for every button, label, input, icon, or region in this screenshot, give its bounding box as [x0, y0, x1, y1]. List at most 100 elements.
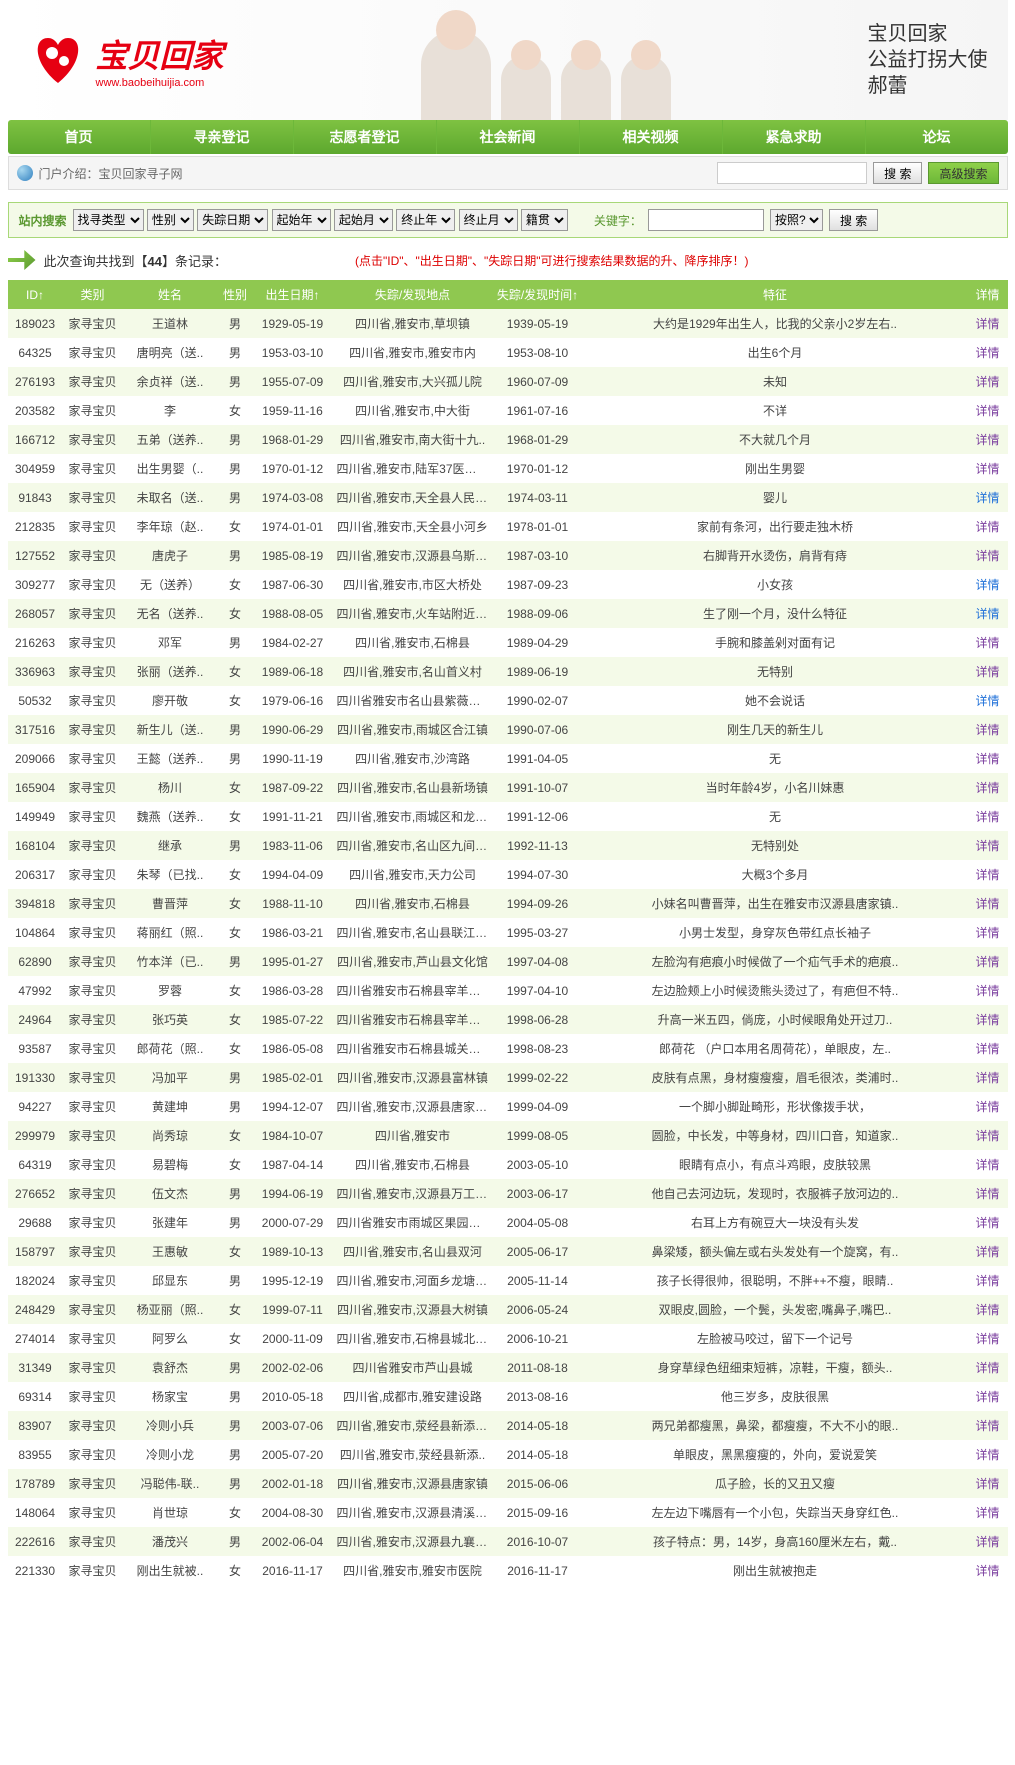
detail-link[interactable]: 详情: [975, 1564, 999, 1578]
detail-link[interactable]: 详情: [975, 578, 999, 592]
table-cell: 家寻宝贝: [63, 1150, 123, 1179]
detail-link[interactable]: 详情: [975, 462, 999, 476]
table-cell: 189023: [8, 309, 63, 338]
table-cell: 91843: [8, 483, 63, 512]
detail-link[interactable]: 详情: [975, 868, 999, 882]
detail-link[interactable]: 详情: [975, 1332, 999, 1346]
filter-select[interactable]: 终止月: [459, 209, 518, 231]
nav-item[interactable]: 相关视频: [580, 120, 723, 154]
detail-link[interactable]: 详情: [975, 1100, 999, 1114]
detail-link[interactable]: 详情: [975, 346, 999, 360]
filter-search-button[interactable]: 搜 索: [829, 209, 878, 231]
table-cell: 24964: [8, 1005, 63, 1034]
detail-link[interactable]: 详情: [975, 665, 999, 679]
detail-link[interactable]: 详情: [975, 1187, 999, 1201]
table-cell: 升高一米五四，倘庞，小时候眼角处开过刀..: [583, 1005, 968, 1034]
detail-link[interactable]: 详情: [975, 1274, 999, 1288]
nav-item[interactable]: 社会新闻: [437, 120, 580, 154]
table-cell: 1990-06-29: [253, 715, 333, 744]
detail-link[interactable]: 详情: [975, 1303, 999, 1317]
table-cell: 女: [218, 1237, 253, 1266]
detail-link[interactable]: 详情: [975, 549, 999, 563]
table-cell: 1990-02-07: [493, 686, 583, 715]
detail-link[interactable]: 详情: [975, 897, 999, 911]
table-row: 274014家寻宝贝阿罗么女2000-11-09四川省,雅安市,石棉县城北中..…: [8, 1324, 1008, 1353]
top-search-input[interactable]: [717, 162, 867, 184]
detail-link[interactable]: 详情: [975, 984, 999, 998]
column-header[interactable]: 失踪/发现时间↑: [493, 280, 583, 309]
table-cell: 四川省,雅安市,汉源县唐家镇: [333, 1469, 493, 1498]
detail-link[interactable]: 详情: [975, 1535, 999, 1549]
filter-select[interactable]: 失踪日期: [197, 209, 268, 231]
table-row: 268057家寻宝贝无名（送养..女1988-08-05四川省,雅安市,火车站附…: [8, 599, 1008, 628]
detail-link[interactable]: 详情: [975, 694, 999, 708]
detail-link[interactable]: 详情: [975, 781, 999, 795]
detail-link[interactable]: 详情: [975, 955, 999, 969]
table-cell: 1968-01-29: [493, 425, 583, 454]
detail-link[interactable]: 详情: [975, 1158, 999, 1172]
table-cell: 2002-02-06: [253, 1353, 333, 1382]
detail-link[interactable]: 详情: [975, 926, 999, 940]
sort-select[interactable]: 按照?: [770, 209, 823, 231]
table-cell: 148064: [8, 1498, 63, 1527]
detail-link[interactable]: 详情: [975, 1477, 999, 1491]
column-header[interactable]: ID↑: [8, 280, 63, 309]
table-cell: 2002-06-04: [253, 1527, 333, 1556]
detail-link[interactable]: 详情: [975, 839, 999, 853]
detail-link[interactable]: 详情: [975, 491, 999, 505]
detail-link[interactable]: 详情: [975, 723, 999, 737]
table-row: 94227家寻宝贝黄建坤男1994-12-07四川省,雅安市,汉源县唐家乡..1…: [8, 1092, 1008, 1121]
keyword-input[interactable]: [648, 209, 764, 231]
detail-link[interactable]: 详情: [975, 404, 999, 418]
table-cell: 1985-02-01: [253, 1063, 333, 1092]
table-row: 62890家寻宝贝竹本洋（已..男1995-01-27四川省,雅安市,芦山县文化…: [8, 947, 1008, 976]
table-cell: 女: [218, 1324, 253, 1353]
filter-select[interactable]: 性别: [147, 209, 194, 231]
detail-link[interactable]: 详情: [975, 1129, 999, 1143]
table-cell: 郎荷花 （户口本用名周荷花），单眼皮，左..: [583, 1034, 968, 1063]
detail-link[interactable]: 详情: [975, 1506, 999, 1520]
filter-select[interactable]: 找寻类型: [73, 209, 144, 231]
detail-link[interactable]: 详情: [975, 375, 999, 389]
detail-link[interactable]: 详情: [975, 1361, 999, 1375]
nav-item[interactable]: 寻亲登记: [151, 120, 294, 154]
table-cell: 曹晋萍: [123, 889, 218, 918]
filter-select[interactable]: 起始年: [272, 209, 331, 231]
detail-link[interactable]: 详情: [975, 752, 999, 766]
detail-link[interactable]: 详情: [975, 607, 999, 621]
table-cell: 家寻宝贝: [63, 1498, 123, 1527]
advanced-search-button[interactable]: 高级搜索: [928, 162, 998, 184]
detail-link[interactable]: 详情: [975, 520, 999, 534]
detail-link[interactable]: 详情: [975, 1042, 999, 1056]
detail-link[interactable]: 详情: [975, 433, 999, 447]
nav-item[interactable]: 论坛: [866, 120, 1008, 154]
filter-select[interactable]: 籍贯: [521, 209, 568, 231]
detail-link[interactable]: 详情: [975, 1216, 999, 1230]
column-header[interactable]: 出生日期↑: [253, 280, 333, 309]
table-cell: 小妹名叫曹晋萍，出生在雅安市汉源县唐家镇..: [583, 889, 968, 918]
detail-link[interactable]: 详情: [975, 317, 999, 331]
site-logo[interactable]: 宝贝回家 www.baobeihuijia.com: [28, 31, 224, 89]
detail-link[interactable]: 详情: [975, 636, 999, 650]
filter-select[interactable]: 终止年: [396, 209, 455, 231]
table-cell: 四川省,雅安市,南大街十九..: [333, 425, 493, 454]
table-cell: 1985-07-22: [253, 1005, 333, 1034]
top-search-button[interactable]: 搜 索: [873, 162, 922, 184]
table-cell: 四川省,雅安市,陆军37医院妇..: [333, 454, 493, 483]
filter-select[interactable]: 起始月: [334, 209, 393, 231]
detail-link[interactable]: 详情: [975, 1390, 999, 1404]
detail-link[interactable]: 详情: [975, 1448, 999, 1462]
detail-link[interactable]: 详情: [975, 1245, 999, 1259]
detail-link[interactable]: 详情: [975, 1071, 999, 1085]
table-cell: 男: [218, 454, 253, 483]
table-cell: 206317: [8, 860, 63, 889]
detail-link[interactable]: 详情: [975, 1419, 999, 1433]
detail-link[interactable]: 详情: [975, 810, 999, 824]
detail-link[interactable]: 详情: [975, 1013, 999, 1027]
table-cell: 家寻宝贝: [63, 309, 123, 338]
table-cell: 继承: [123, 831, 218, 860]
nav-item[interactable]: 紧急求助: [723, 120, 866, 154]
nav-item[interactable]: 首页: [8, 120, 151, 154]
nav-item[interactable]: 志愿者登记: [294, 120, 437, 154]
records-count: 44: [148, 254, 162, 269]
